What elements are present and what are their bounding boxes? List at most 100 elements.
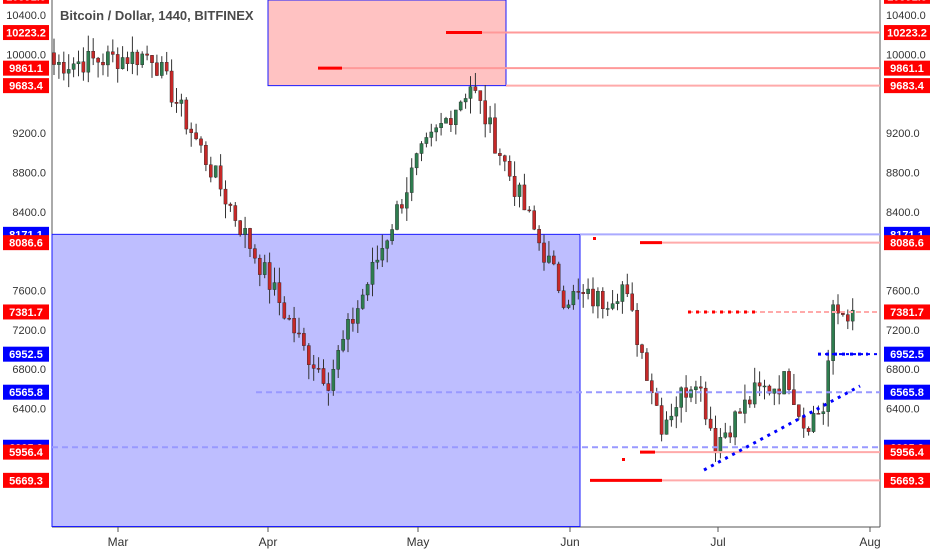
candle-body [850,309,855,322]
candle-body [733,411,737,438]
candle-body [115,54,120,69]
candle-body [213,165,218,178]
y-tick-label: 6400.0 [886,404,920,416]
candle-body [81,61,86,73]
candle-body [718,437,723,454]
candle-body [76,61,81,65]
candle-body [155,62,159,76]
candle-body [532,210,536,230]
candle-body [826,360,830,412]
candle-body [414,153,419,169]
candle-body [101,61,105,66]
candle-body [522,184,527,211]
candle-body [52,52,56,65]
candle-body [370,261,375,285]
candle-body [703,387,708,420]
candle-body [816,413,821,415]
candle-body [429,131,434,138]
candle-body [307,345,311,365]
candle-body [473,86,478,91]
candle-body [145,53,149,56]
price-label-left: 6952.5 [9,349,43,361]
y-tick-label: 7600.0 [12,286,46,298]
price-label-box-right [884,346,930,362]
candle-body [449,118,453,125]
candle-body [258,257,262,275]
x-tick-label: Jul [710,535,725,549]
zone-red [267,0,507,87]
candle-body [444,118,448,124]
candle-body [620,284,625,302]
price-label-right: 6565.8 [890,387,924,399]
candle-body [757,382,762,387]
candle-body [610,303,615,309]
y-tick-label: 8400.0 [12,207,46,219]
candle-body [71,63,76,70]
candle-body [395,204,399,230]
candle-body [184,99,189,130]
candle-body [615,301,620,304]
candle-body [664,419,669,435]
candle-body [66,69,71,74]
candle-body [488,117,492,125]
candle-body [439,123,443,128]
candle-body [723,432,728,438]
candle-body [601,291,605,310]
candle-body [581,292,585,294]
y-tick-label: 9200.0 [886,128,920,140]
candle-body [591,288,595,307]
candle-body [654,392,659,406]
candle-body [767,385,772,394]
y-tick-label: 7600.0 [886,286,920,298]
price-label-box-right [884,304,930,320]
price-label-right: 8086.6 [890,238,924,250]
candle-body [772,388,777,394]
candle-body [846,314,850,322]
candle-body [238,220,243,235]
price-label-left: 6565.8 [9,387,43,399]
candle-body [605,308,610,310]
candle-body [297,332,301,335]
candle-body [208,164,213,178]
candle-body [659,405,664,435]
price-label-box-right [884,60,930,76]
candle-body [125,57,130,64]
candle-body [326,383,331,391]
y-tick-label: 8800.0 [886,168,920,180]
candle-body [821,411,826,414]
price-label-box-right [884,384,930,400]
price-label-left: 9683.4 [9,81,44,93]
y-tick-label: 6800.0 [12,364,46,376]
candle-body [635,310,639,345]
candle-body [498,153,502,156]
candle-body [262,262,267,275]
candle-body [552,255,556,265]
candle-body [836,304,840,314]
candle-body [218,165,223,190]
candle-body [674,407,679,417]
candle-body [316,368,321,370]
candle-body [321,368,326,384]
candle-body [282,302,287,319]
candle-body [110,51,115,55]
candle-body [253,248,257,259]
price-label-box-right [884,0,930,4]
candle-body [57,62,61,65]
price-label-right: 5956.4 [890,447,925,459]
candle-body [669,415,674,421]
x-tick-label: Mar [108,535,129,549]
price-label-box-left [3,384,49,400]
candle-body [782,371,786,395]
candle-body [385,240,390,249]
candle-body [302,333,306,346]
price-label-box-right [884,25,930,41]
candle-body [507,161,512,177]
candle-body [434,127,439,133]
price-label-box-left [3,472,49,488]
y-tick-label: 8400.0 [886,207,920,219]
candle-body [62,62,66,74]
price-label-right: 7381.7 [890,307,924,319]
candle-body [566,304,571,308]
